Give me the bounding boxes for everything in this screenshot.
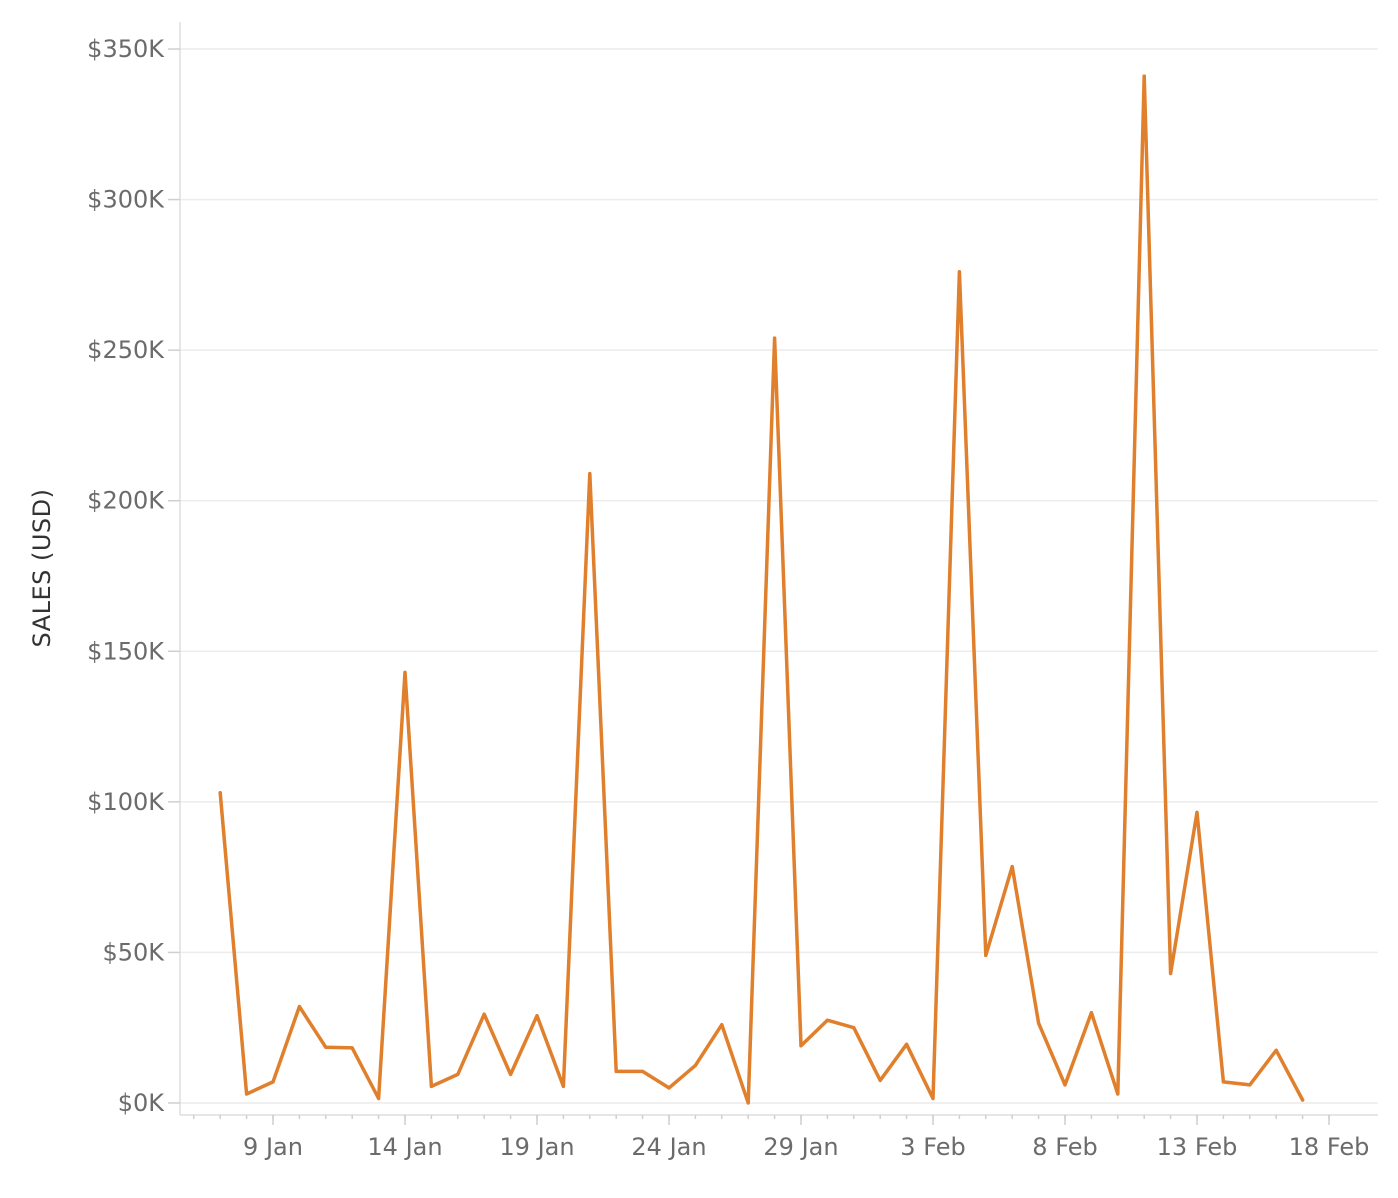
y-tick-label: $350K: [87, 35, 165, 63]
data-point: [482, 1012, 486, 1016]
series-layer: [218, 74, 1305, 1105]
x-tick-label: 24 Jan: [631, 1133, 706, 1161]
data-point: [1169, 971, 1173, 976]
data-point: [509, 1072, 513, 1076]
x-tick-label: 18 Feb: [1289, 1133, 1370, 1161]
data-point: [641, 1069, 645, 1073]
data-point: [614, 1069, 618, 1073]
data-point: [535, 1014, 539, 1018]
data-point: [245, 1092, 249, 1096]
x-tick-label: 8 Feb: [1032, 1133, 1097, 1161]
x-tick-label: 9 Jan: [243, 1133, 303, 1161]
x-tick-label: 13 Feb: [1157, 1133, 1238, 1161]
data-point: [957, 270, 962, 274]
data-point: [667, 1086, 671, 1090]
y-tick-label: $250K: [87, 336, 165, 364]
data-point: [271, 1080, 275, 1084]
data-point: [984, 953, 988, 958]
x-axis-ticks: 9 Jan 14 Jan 19 Jan 24 Jan 29 Jan 3 Feb 8 Feb 1…: [193, 1115, 1370, 1161]
data-point: [825, 1018, 830, 1022]
data-point: [403, 670, 407, 674]
data-point: [773, 336, 777, 340]
x-tick-label: 19 Jan: [499, 1133, 574, 1161]
y-tick-label: $150K: [87, 637, 165, 665]
y-tick-label: $200K: [87, 487, 165, 515]
y-tick-label: $50K: [102, 938, 165, 966]
y-axis-title: SALES (USD): [28, 488, 56, 647]
x-tick-label: 29 Jan: [763, 1133, 838, 1161]
data-point: [1274, 1048, 1278, 1052]
data-point: [1010, 865, 1014, 869]
data-point: [1089, 1011, 1093, 1015]
data-point: [1301, 1098, 1305, 1102]
data-point: [1142, 74, 1146, 78]
data-point: [1248, 1083, 1252, 1087]
data-point: [799, 1044, 803, 1048]
data-point: [1195, 810, 1199, 814]
data-point: [931, 1096, 935, 1101]
y-tick-label: $300K: [87, 186, 165, 214]
y-tick-label: $100K: [87, 788, 165, 816]
y-axis-ticks: $0K $50K $100K $150K $200K $250K $300K $350K: [87, 35, 180, 1117]
data-point: [852, 1026, 856, 1030]
data-point: [324, 1045, 328, 1049]
gridlines: [180, 48, 1378, 1104]
data-point: [720, 1023, 724, 1027]
data-point: [1037, 1021, 1041, 1025]
data-point: [878, 1078, 882, 1083]
sales-line: [218, 74, 1305, 1105]
data-point: [746, 1101, 750, 1105]
data-point: [1221, 1080, 1225, 1084]
data-point: [456, 1072, 460, 1076]
data-point: [1116, 1092, 1120, 1096]
data-point: [588, 472, 592, 476]
data-point: [377, 1096, 381, 1101]
data-point: [1063, 1083, 1067, 1087]
data-point: [297, 1005, 301, 1009]
data-point: [561, 1084, 566, 1089]
data-point: [350, 1046, 354, 1050]
data-point: [429, 1084, 433, 1089]
data-point: [218, 791, 222, 795]
x-tick-label: 14 Jan: [367, 1133, 442, 1161]
data-point: [693, 1063, 698, 1067]
y-tick-label: $0K: [118, 1089, 166, 1117]
data-point: [905, 1042, 909, 1046]
x-tick-label: 3 Feb: [900, 1133, 965, 1161]
